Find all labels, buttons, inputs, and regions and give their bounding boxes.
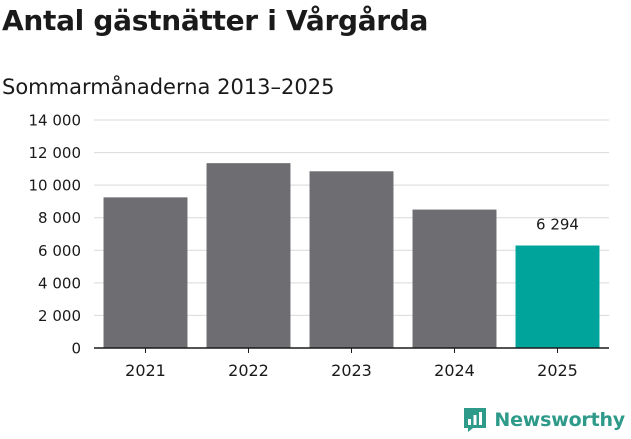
x-tick-label: 2024 <box>434 361 475 380</box>
y-tick-label: 10 000 <box>29 177 82 195</box>
bar-2021 <box>103 197 188 348</box>
data-label: 6 294 <box>536 215 579 233</box>
y-tick-label: 8 000 <box>38 209 81 227</box>
y-tick-label: 4 000 <box>38 274 81 292</box>
bar-2024 <box>412 209 497 348</box>
chart-subtitle: Sommarmånaderna 2013–2025 <box>2 75 335 99</box>
newsworthy-logo-icon <box>464 408 487 432</box>
newsworthy-brand: Newsworthy <box>463 407 625 433</box>
x-tick-label: 2022 <box>228 361 269 380</box>
y-tick-label: 12 000 <box>29 144 82 162</box>
y-tick-label: 2 000 <box>38 307 81 325</box>
brand-name: Newsworthy <box>494 409 625 431</box>
bar-2025 <box>515 245 600 348</box>
y-tick-label: 0 <box>71 340 81 358</box>
chart-title: Antal gästnätter i Vårgårda <box>2 4 429 37</box>
x-tick-label: 2021 <box>125 361 166 380</box>
x-tick-label: 2023 <box>331 361 372 380</box>
y-tick-label: 14 000 <box>29 112 82 130</box>
bar-2023 <box>309 171 394 348</box>
x-tick-label: 2025 <box>537 361 578 380</box>
bar-2022 <box>206 163 291 348</box>
y-tick-label: 6 000 <box>38 242 81 260</box>
